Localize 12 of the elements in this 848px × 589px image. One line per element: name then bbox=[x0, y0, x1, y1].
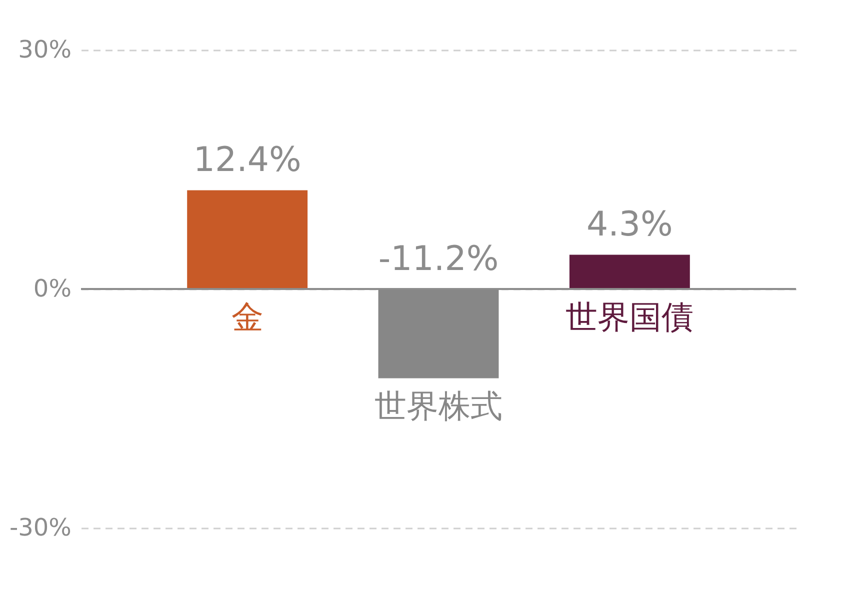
x-tick-label: 金 bbox=[231, 298, 264, 336]
bar bbox=[378, 289, 499, 378]
bar bbox=[187, 190, 308, 289]
bar bbox=[569, 254, 690, 289]
y-tick-label: 0% bbox=[33, 274, 72, 302]
x-tick-label: 世界株式 bbox=[374, 387, 502, 426]
data-label: 4.3% bbox=[586, 204, 673, 245]
x-tick-label: 世界国債 bbox=[566, 298, 694, 336]
y-tick-label: -30% bbox=[9, 514, 72, 542]
y-tick-label: 30% bbox=[18, 36, 72, 64]
data-label: 12.4% bbox=[193, 140, 302, 180]
data-label: -11.2% bbox=[378, 239, 499, 279]
